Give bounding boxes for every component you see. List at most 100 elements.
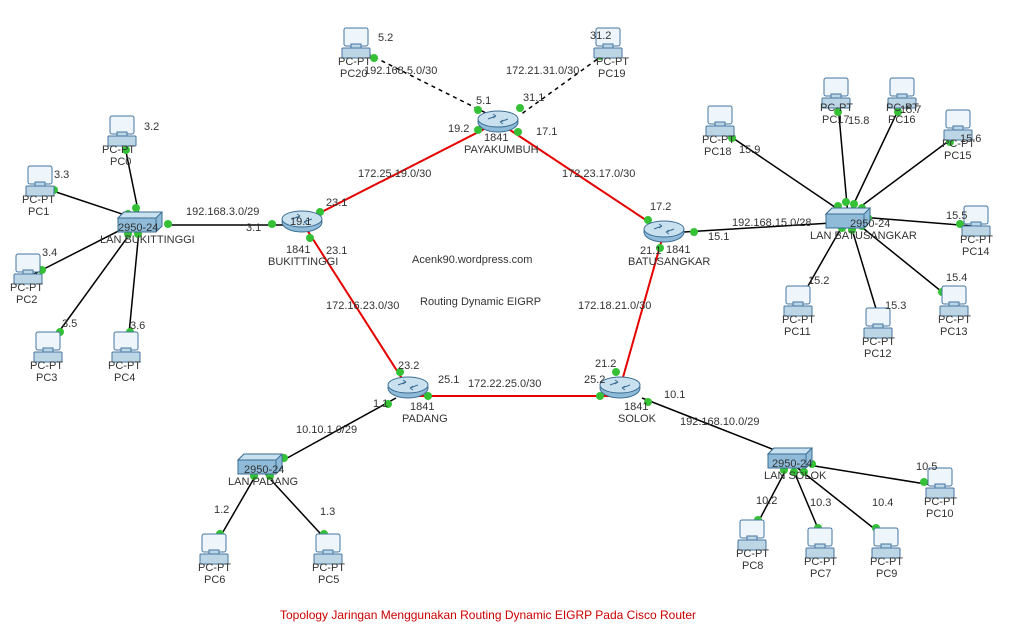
pc11-name: PC11 — [784, 326, 811, 338]
interface-labels-13: 1.1 — [373, 398, 388, 410]
pc14-name: PC14 — [962, 246, 990, 258]
pc-ip-labels-20: 10.5 — [916, 461, 937, 473]
pc-ip-labels-16: 1.3 — [320, 506, 335, 518]
figure-caption: Topology Jaringan Menggunakan Routing Dy… — [280, 608, 696, 622]
pc18-name: PC18 — [704, 146, 732, 158]
pc17-name: PC17 — [822, 114, 850, 126]
pc-ip-labels-0: 5.2 — [378, 32, 393, 44]
pc-ip-labels-4: 3.4 — [42, 247, 57, 259]
interface-labels-14: 25.2 — [584, 374, 605, 386]
interface-labels-2: 19.2 — [448, 123, 469, 135]
pc11-icon[interactable] — [784, 286, 812, 316]
protocol-label: Routing Dynamic EIGRP — [420, 296, 541, 308]
subnet-labels-4: 192.168.3.0/29 — [186, 206, 259, 218]
pc4-name: PC4 — [114, 372, 135, 384]
pc19-name: PC19 — [598, 68, 626, 80]
pc-ip-labels-15: 1.2 — [214, 504, 229, 516]
pc-ip-labels-7: 15.9 — [739, 144, 760, 156]
pc5-type: PC-PT — [312, 562, 345, 574]
pc17-type: PC-PT — [820, 102, 853, 114]
interface-labels-6: 23.1 — [326, 245, 347, 257]
router-payakumbuh-model: 1841 — [484, 132, 508, 144]
subnet-labels-9: 10.10.1.0/29 — [296, 424, 357, 436]
interface-labels-0: 5.1 — [476, 95, 491, 107]
pc9-icon[interactable] — [872, 528, 900, 558]
pc20-icon[interactable] — [342, 28, 370, 58]
pc0-icon[interactable] — [108, 116, 136, 146]
interface-labels-4: 23.1 — [326, 197, 347, 209]
interface-labels-5: 19.1 — [290, 216, 311, 228]
router-payakumbuh[interactable] — [478, 111, 518, 132]
pc-ip-labels-6: 3.6 — [130, 320, 145, 332]
pc4-icon[interactable] — [112, 332, 140, 362]
pc11-type: PC-PT — [782, 314, 815, 326]
pc10-name: PC10 — [926, 508, 954, 520]
interface-labels-16: 10.1 — [664, 389, 685, 401]
subnet-labels-5: 192.168.15.0/28 — [732, 217, 812, 229]
pc6-icon[interactable] — [200, 534, 228, 564]
router-padang-model: 1841 — [410, 401, 434, 413]
pc1-icon[interactable] — [26, 166, 54, 196]
pc8-name: PC8 — [742, 560, 763, 572]
pc0-name2: PC0 — [110, 156, 131, 168]
pc-ip-labels-18: 10.3 — [810, 497, 831, 509]
interface-labels-12: 25.1 — [438, 374, 459, 386]
pc7-type: PC-PT — [804, 556, 837, 568]
pc-ip-labels-13: 15.3 — [885, 300, 906, 312]
pc12-icon[interactable] — [864, 308, 892, 338]
pc-ip-labels-10: 15.6 — [960, 133, 981, 145]
pc15-name: PC15 — [944, 150, 972, 162]
pc5-icon[interactable] — [314, 534, 342, 564]
pc3-name: PC3 — [36, 372, 57, 384]
pc-ip-labels-19: 10.4 — [872, 497, 893, 509]
pc4-type: PC-PT — [108, 360, 141, 372]
pc18-icon[interactable] — [706, 106, 734, 136]
pc-ip-labels-8: 15.8 — [848, 115, 869, 127]
router-solok[interactable] — [600, 377, 640, 398]
pc-ip-labels-5: 3.5 — [62, 318, 77, 330]
pc10-type: PC-PT — [924, 496, 957, 508]
router-padang-name: PADANG — [402, 413, 448, 425]
pc12-type: PC-PT — [862, 336, 895, 348]
pc-ip-labels-12: 15.4 — [946, 272, 967, 284]
pc7-name: PC7 — [810, 568, 831, 580]
interface-labels-1: 31.1 — [523, 92, 544, 104]
router-padang[interactable] — [388, 377, 428, 398]
pc-ip-labels-2: 3.3 — [54, 169, 69, 181]
pc3-icon[interactable] — [34, 332, 62, 362]
interface-labels-3: 17.1 — [536, 126, 557, 138]
pc5-name: PC5 — [318, 574, 339, 586]
switch-bukittinggi-model: 2950-24 — [118, 222, 158, 234]
switch-bukittinggi-name: LAN BUKITTINGGI — [100, 234, 195, 246]
pc13-name: PC13 — [940, 326, 968, 338]
pc8-type: PC-PT — [736, 548, 769, 560]
pc2-icon[interactable] — [14, 254, 42, 284]
switch-batusangkar-model: 2950-24 — [850, 218, 890, 230]
pc6-name: PC6 — [204, 574, 225, 586]
watermark: Acenk90.wordpress.com — [412, 254, 532, 266]
subnet-labels-6: 172.16.23.0/30 — [326, 300, 399, 312]
router-solok-model: 1841 — [624, 401, 648, 413]
pc13-icon[interactable] — [940, 286, 968, 316]
pc13-type: PC-PT — [938, 314, 971, 326]
pc14-type: PC-PT — [960, 234, 993, 246]
switch-solok-model: 2950-24 — [772, 458, 812, 470]
interface-labels-9: 21.1 — [640, 245, 661, 257]
subnet-labels-2: 172.25.19.0/30 — [358, 168, 431, 180]
router-batusangkar[interactable] — [644, 221, 684, 242]
pc8-icon[interactable] — [738, 520, 766, 550]
router-bukittinggi-name: BUKITTINGGI — [268, 256, 338, 268]
subnet-labels-1: 172.21.31.0/30 — [506, 65, 579, 77]
pc2-name: PC2 — [16, 294, 37, 306]
pc7-icon[interactable] — [806, 528, 834, 558]
pc-ip-labels-11: 15.5 — [946, 210, 967, 222]
pc-ip-labels-14: 15.2 — [808, 275, 829, 287]
switch-solok-name: LAN SOLOK — [764, 470, 826, 482]
interface-labels-11: 23.2 — [398, 360, 419, 372]
interface-labels-8: 17.2 — [650, 201, 671, 213]
subnet-labels-3: 172.23.17.0/30 — [562, 168, 635, 180]
switch-padang-name: LAN PADANG — [228, 476, 298, 488]
switch-batusangkar-name: LAN BATUSANGKAR — [810, 230, 917, 242]
pc-ip-labels-3: 3.2 — [144, 121, 159, 133]
pc9-type: PC-PT — [870, 556, 903, 568]
